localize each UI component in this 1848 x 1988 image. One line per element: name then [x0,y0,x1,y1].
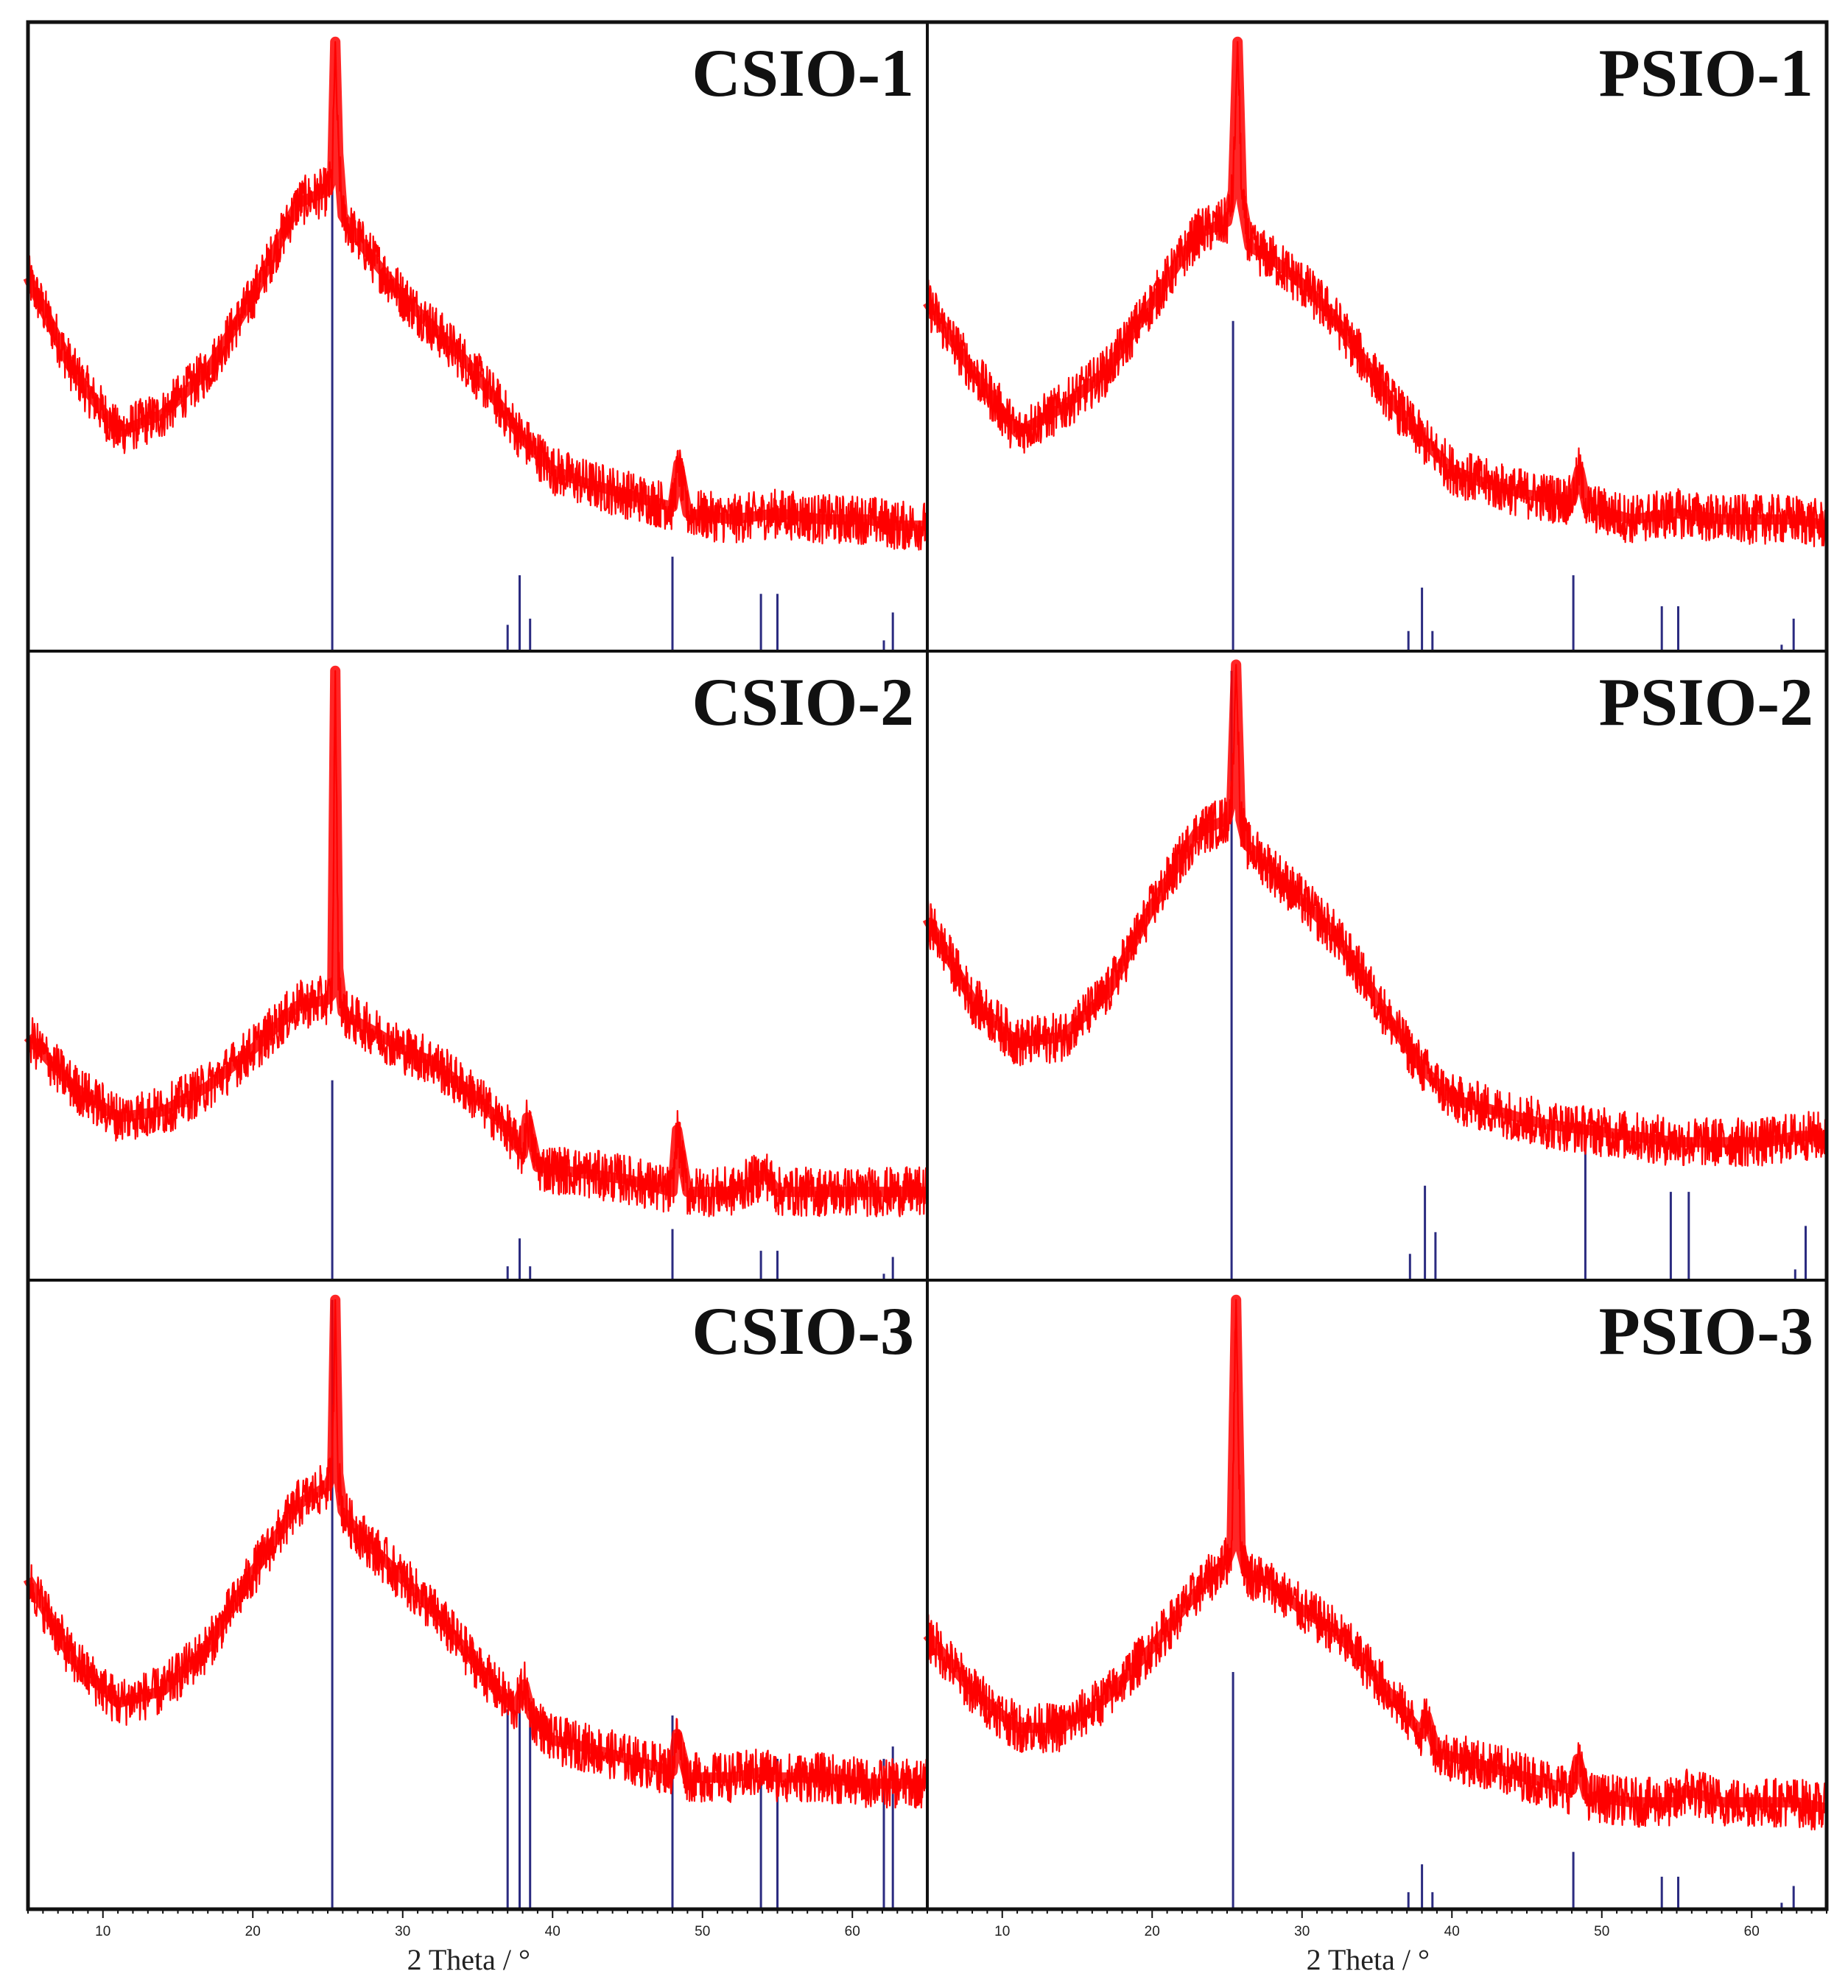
x-tick-label: 60 [1744,1924,1760,1939]
x-axis-left: 10 20 30 40 50 60 2 Theta / ° [27,1909,928,1976]
x-tick-label: 40 [1444,1924,1460,1939]
xrd-pattern-line [27,670,928,1218]
xrd-pattern-band [23,1294,931,1789]
xrd-pattern-line [27,1299,929,1809]
x-tick-label: 60 [845,1924,860,1939]
panel-frame [926,21,1828,653]
xrd-pattern-line [926,1299,1828,1834]
panel-csio-1: CSIO-1 [23,21,931,653]
panel-frame [27,1279,929,1911]
x-tick-label: 40 [545,1924,561,1939]
x-axis-label: 2 Theta / ° [407,1943,530,1976]
x-tick-label: 20 [245,1924,261,1939]
panel-title: PSIO-3 [1599,1293,1813,1369]
panel-frame [27,21,929,653]
x-axis-right: 10 20 30 40 50 60 2 Theta / ° [927,1909,1827,1976]
x-axis-label: 2 Theta / ° [1307,1943,1430,1976]
panel-title: CSIO-3 [692,1293,914,1369]
panel-title: CSIO-2 [692,664,914,740]
x-tick-label: 30 [395,1924,410,1939]
panel-psio-3: PSIO-3 [923,1279,1830,1911]
xrd-pattern-band [23,36,931,531]
panel-psio-1: PSIO-1 [923,21,1830,653]
panel-psio-2: PSIO-2 [922,650,1830,1282]
x-tick-label: 50 [1594,1924,1609,1939]
xrd-pattern-band [923,1294,1830,1814]
x-tick-label: 20 [1145,1924,1160,1939]
xrd-pattern-line [926,41,1828,548]
x-tick-label: 10 [95,1924,110,1939]
panel-title: CSIO-1 [692,35,914,110]
xrd-pattern-band [922,659,1830,1148]
panel-frame [926,1279,1828,1911]
panel-frame [926,650,1828,1282]
x-tick-label: 10 [994,1924,1010,1939]
x-tick-label: 50 [695,1924,710,1939]
x-tick-label: 30 [1294,1924,1310,1939]
panel-csio-2: CSIO-2 [24,650,931,1282]
xrd-pattern-line [926,664,1828,1167]
xrd-pattern-band [923,36,1830,531]
xrd-pattern-band [24,665,931,1198]
panel-title: PSIO-2 [1599,664,1813,740]
xrd-pattern-line [27,41,929,551]
panel-csio-3: CSIO-3 [23,1279,931,1911]
panel-title: PSIO-1 [1599,35,1813,110]
